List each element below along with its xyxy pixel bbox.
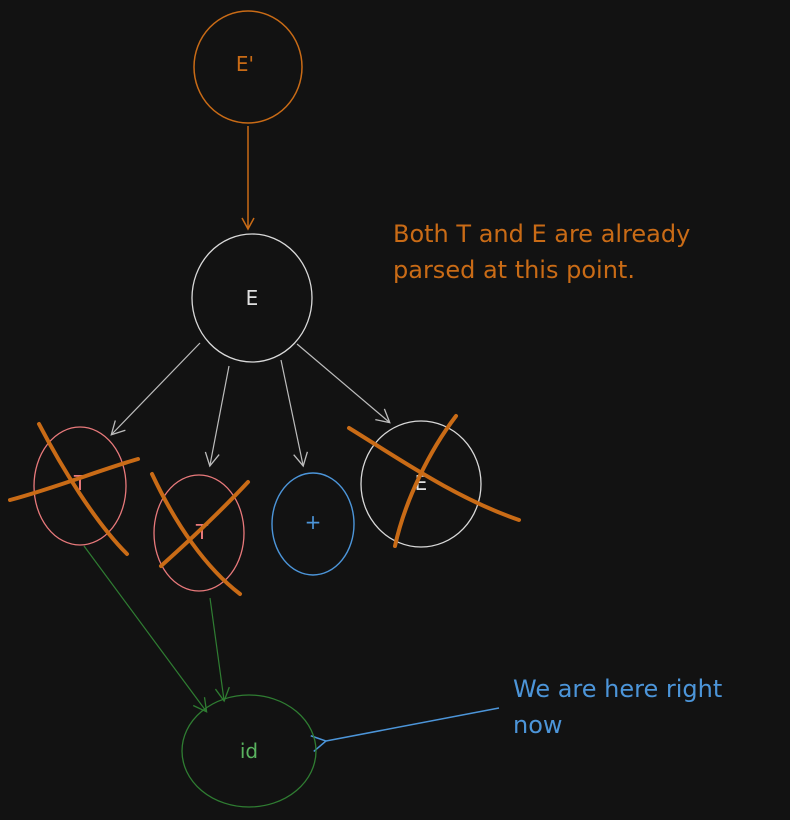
note-arrow-we-are-here: [310, 707, 500, 753]
note-already-parsed: Both T and E are already parsed at this …: [393, 220, 691, 284]
crossout-e-child: [347, 414, 521, 548]
node-e: E: [191, 233, 313, 363]
crossout-t2: [150, 472, 250, 596]
node-e-prime: E': [193, 10, 303, 124]
edge-e-to-echild: [296, 343, 391, 424]
node-e-prime-label: E': [236, 52, 254, 76]
edge-e-to-t2: [204, 365, 230, 468]
node-id-label: id: [240, 739, 258, 763]
node-id: id: [181, 694, 317, 808]
node-plus-label: +: [305, 510, 322, 534]
edge-t1-to-id: [83, 545, 208, 713]
node-plus: +: [271, 472, 355, 576]
node-e-child: E: [360, 420, 482, 548]
node-e-label: E: [246, 286, 259, 310]
node-t1: T: [33, 426, 127, 546]
note-we-are-here: We are here right now: [513, 675, 723, 739]
edge-e-to-t1: [110, 342, 201, 436]
edge-t2-to-id: [209, 597, 230, 703]
edge-e-to-plus: [280, 359, 309, 468]
crossout-t1: [8, 422, 140, 556]
